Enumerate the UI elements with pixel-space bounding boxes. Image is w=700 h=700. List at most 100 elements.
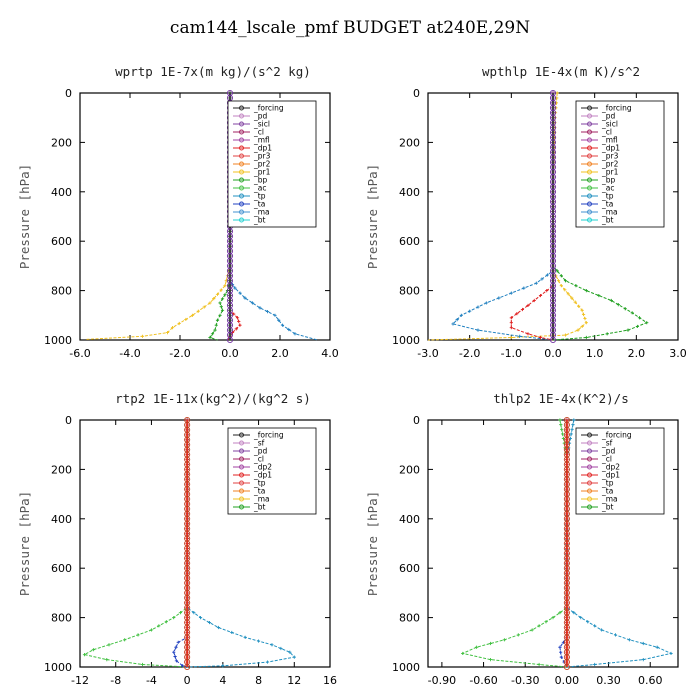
legend-label: _pd [601,447,616,456]
legend-marker [587,137,592,143]
center-marker [563,663,570,671]
series-marker [173,654,177,659]
series-marker [600,628,604,632]
legend-marker [239,488,244,494]
series-line [452,93,554,341]
legend-label: _dp1 [601,144,620,153]
series-marker [149,628,154,632]
y-axis-label: Pressure [hPa] [365,491,380,596]
legend-label: _ac [601,184,614,193]
legend-label: _cl [601,455,612,464]
legend-label: _sicl [601,120,618,129]
center-marker [226,336,234,344]
series-marker [641,641,645,646]
series-marker [581,312,586,317]
legend-label: _tp [253,479,266,488]
y-tick-label: 200 [399,463,420,476]
series-marker [476,305,480,309]
series-marker [560,432,565,436]
series-marker [579,616,583,620]
legend-label: _bt [601,503,614,512]
legend-marker [587,440,592,446]
panel-title: wprtp 1E-7x(m kg)/(s^2 kg) [115,64,311,79]
series-marker [584,335,588,340]
y-tick-label: 600 [51,562,72,575]
series-marker [243,635,247,639]
legend-marker [587,472,592,478]
series-marker [210,332,215,336]
series-marker [534,281,538,285]
series-marker [516,633,520,637]
series-marker [580,308,584,312]
y-tick-label: 400 [51,513,72,526]
series-marker [559,655,563,659]
series-line [427,92,587,341]
legend-label: _dp2 [253,463,272,472]
series-marker [164,620,168,624]
x-tick-label: -0.60 [469,674,497,687]
legend-label: _forcing [601,104,632,113]
legend-marker [239,105,244,111]
legend-marker [587,448,592,454]
series-marker [580,324,584,329]
series-marker [238,323,242,327]
series-marker [497,296,501,300]
legend-marker [587,145,592,151]
legend-marker [587,169,592,175]
series-marker [556,279,561,283]
legend-label: _ma [253,495,270,504]
y-axis-label: Pressure [hPa] [17,491,32,596]
legend-label: _bt [253,503,266,512]
series-marker [559,274,563,278]
series-marker [593,624,597,628]
y-tick-label: 200 [399,136,420,149]
series-marker [522,286,526,290]
series-marker [136,633,140,637]
legend-label: _mfl [253,136,270,145]
legend-marker [587,480,592,486]
legend-label: _mfl [601,136,618,145]
series-marker [468,309,472,313]
legend-marker [239,480,244,486]
legend-label: _forcing [253,431,284,440]
series-marker [584,321,588,325]
series-marker [455,318,459,322]
series-marker [613,633,618,637]
legend-marker [587,496,592,502]
center-marker [549,336,557,344]
y-tick-label: 800 [399,612,420,625]
legend-label: _dp1 [253,144,272,153]
legend-marker [239,193,244,199]
series-marker [220,297,225,301]
legend-marker [239,145,244,151]
legend-marker [239,185,244,191]
legend-label: _ta [601,200,613,209]
series-marker [184,317,188,322]
legend-label: _tp [601,479,614,488]
legend-marker [239,137,244,143]
x-tick-label: 0.0 [544,347,562,360]
series-marker [488,641,493,646]
series-marker [655,645,659,649]
series-marker [630,311,634,315]
legend-marker [587,185,592,191]
legend-label: _ta [253,200,265,209]
series-marker [586,620,590,624]
x-tick-label: 1.0 [586,347,604,360]
legend-label: _bp [253,176,268,185]
legend-label: _pr3 [253,152,271,161]
series-line [461,419,568,668]
series-marker [532,298,536,303]
series-marker [219,305,223,309]
y-tick-label: 200 [51,463,72,476]
legend-label: _pd [601,112,616,121]
series-marker [484,301,488,305]
series-marker [641,657,645,662]
series-marker [558,611,562,615]
series-marker [609,298,613,303]
series-marker [570,296,574,300]
legend-marker [587,161,592,167]
x-tick-label: 2.0 [628,347,646,360]
y-tick-label: 0 [65,87,72,100]
